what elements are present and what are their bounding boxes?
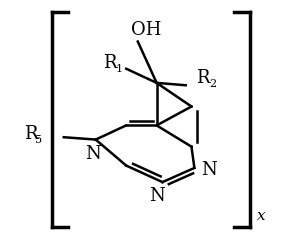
Text: R: R [103, 54, 117, 72]
Text: R: R [196, 69, 210, 87]
Text: R: R [24, 125, 37, 143]
Text: x: x [257, 209, 265, 223]
Text: 5: 5 [35, 135, 42, 145]
Text: 2: 2 [209, 79, 216, 89]
Text: N: N [149, 187, 165, 205]
Text: OH: OH [131, 21, 162, 39]
Text: N: N [85, 145, 101, 163]
Text: 1: 1 [116, 64, 123, 74]
Text: N: N [201, 161, 217, 179]
